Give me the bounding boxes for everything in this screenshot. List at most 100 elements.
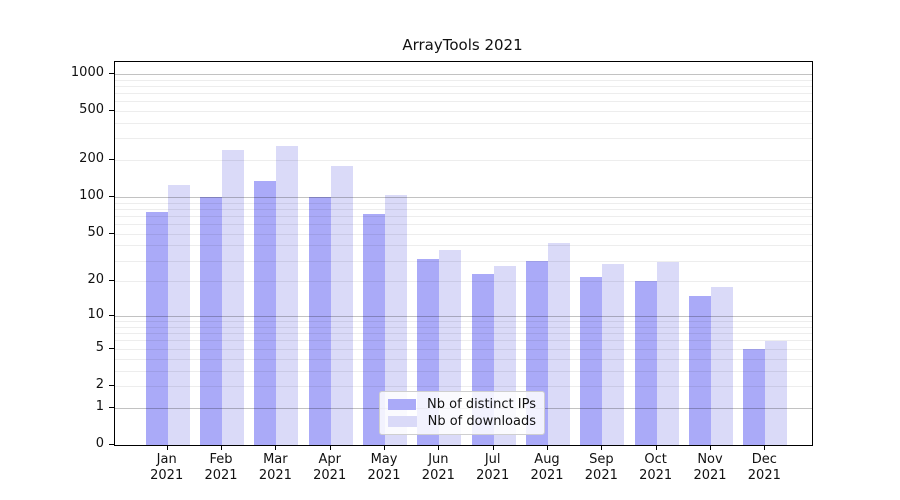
y-tick-label: 1000 (70, 64, 104, 80)
bar-downloads (656, 262, 679, 445)
y-tick-mark (109, 406, 114, 408)
bar-downloads (276, 146, 299, 445)
bar-downloads (711, 286, 733, 445)
bar-distinct-ips (254, 181, 277, 445)
x-tick-label: Mar 2021 (258, 452, 292, 483)
y-tick-mark (109, 444, 114, 445)
x-tick-label: Oct 2021 (639, 452, 673, 483)
x-tick-mark (221, 445, 223, 450)
gridline-minor (115, 208, 812, 210)
bar-layer (115, 62, 812, 445)
x-tick-label: Aug 2021 (530, 452, 564, 483)
gridline-minor (115, 340, 812, 342)
grid-layer (115, 62, 812, 445)
x-tick-mark (492, 445, 494, 450)
x-tick-mark (764, 445, 766, 450)
legend-swatch-distinct-ips (388, 399, 417, 410)
legend-label-downloads: Nb of downloads (427, 414, 536, 429)
bar-distinct-ips (200, 196, 223, 445)
y-tick-mark (109, 232, 114, 234)
bar-distinct-ips (308, 196, 331, 445)
bar-distinct-ips (145, 212, 168, 445)
plot-area (114, 61, 813, 446)
y-tick-mark (109, 280, 114, 282)
x-tick-label: Nov 2021 (693, 452, 727, 483)
gridline-minor (115, 233, 812, 235)
gridline-minor (115, 79, 812, 81)
legend: Nb of distinct IPs Nb of downloads (379, 391, 545, 435)
x-tick-label: Apr 2021 (313, 452, 347, 483)
y-tick-label: 50 (87, 224, 104, 240)
gridline-minor (115, 122, 812, 124)
x-tick-label: Jul 2021 (476, 452, 510, 483)
x-tick-label: Jun 2021 (421, 452, 455, 483)
gridline-minor (115, 138, 812, 140)
y-tick-mark (109, 347, 114, 349)
y-tick-label: 100 (79, 188, 104, 204)
gridline-minor (115, 101, 812, 103)
y-tick-mark (109, 315, 114, 317)
bar-distinct-ips (689, 296, 711, 445)
gridline-major (115, 73, 812, 75)
gridline-minor (115, 160, 812, 162)
y-tick-mark (109, 72, 114, 74)
x-tick-mark (547, 445, 548, 450)
y-tick-label: 2 (95, 376, 104, 392)
y-tick-mark (109, 110, 114, 112)
bar-distinct-ips (580, 276, 603, 445)
bar-downloads (548, 242, 570, 445)
y-tick-mark (109, 196, 114, 198)
bar-downloads (167, 185, 190, 445)
x-tick-mark (710, 445, 711, 450)
gridline-minor (115, 321, 812, 323)
gridline-minor (115, 111, 812, 113)
bar-downloads (602, 264, 625, 445)
gridline-major (115, 197, 812, 199)
gridline-minor (115, 370, 812, 372)
gridline-minor (115, 281, 812, 283)
x-tick-label: Sep 2021 (584, 452, 618, 483)
x-tick-mark (655, 445, 657, 450)
y-tick-mark (109, 159, 114, 161)
gridline-minor (115, 326, 812, 328)
bar-downloads (330, 165, 353, 445)
y-tick-label: 200 (79, 151, 104, 167)
y-tick-label: 5 (95, 339, 104, 355)
gridline-minor (115, 202, 812, 204)
bar-distinct-ips (634, 281, 657, 445)
gridline-minor (115, 348, 812, 350)
y-tick-label: 10 (87, 307, 104, 323)
y-tick-label: 1 (95, 398, 104, 414)
bar-downloads (765, 340, 788, 445)
x-tick-mark (601, 445, 603, 450)
gridline-major (115, 316, 812, 318)
gridline-minor (115, 333, 812, 335)
y-tick-mark (109, 384, 114, 386)
gridline-minor (115, 385, 812, 387)
x-tick-mark (275, 445, 277, 450)
x-tick-label: Feb 2021 (204, 452, 238, 483)
y-tick-label: 500 (79, 102, 104, 118)
gridline-minor (115, 358, 812, 360)
x-tick-label: May 2021 (367, 452, 401, 483)
x-tick-label: Jan 2021 (150, 452, 184, 483)
y-tick-label: 20 (87, 272, 104, 288)
x-tick-mark (166, 445, 168, 450)
legend-item-downloads: Nb of downloads (388, 414, 536, 429)
x-tick-mark (384, 445, 386, 450)
y-tick-label: 0 (95, 436, 104, 451)
x-tick-mark (329, 445, 331, 450)
bar-downloads (222, 150, 245, 445)
bar-distinct-ips (743, 348, 766, 445)
legend-swatch-downloads (388, 416, 417, 427)
chart-title: ArrayTools 2021 (402, 36, 523, 54)
legend-item-distinct-ips: Nb of distinct IPs (388, 397, 536, 412)
gridline-minor (115, 92, 812, 94)
x-tick-mark (438, 445, 440, 450)
gridline-minor (115, 260, 812, 262)
gridline-minor (115, 215, 812, 217)
legend-label-distinct-ips: Nb of distinct IPs (427, 397, 536, 412)
gridline-minor (115, 85, 812, 87)
gridline-minor (115, 224, 812, 226)
